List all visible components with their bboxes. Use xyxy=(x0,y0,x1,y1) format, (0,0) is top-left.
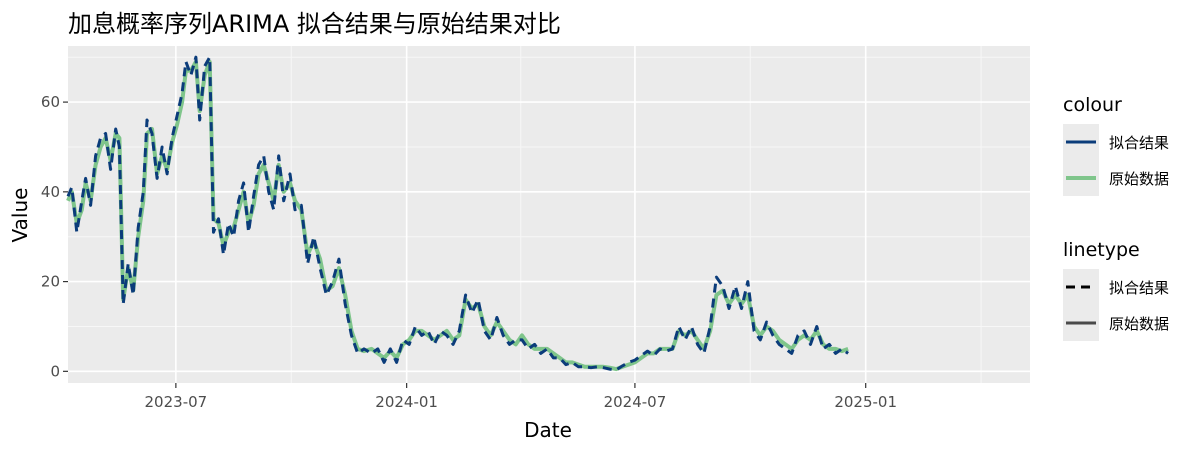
legend-label-raw-linetype: 原始数据 xyxy=(1109,315,1169,333)
y-tick-label: 20 xyxy=(41,273,60,291)
axis-ticks xyxy=(63,101,867,388)
x-tick-label: 2024-07 xyxy=(604,393,667,411)
x-tick-label: 2024-01 xyxy=(375,393,438,411)
y-tick-labels: 0 20 40 60 xyxy=(41,93,60,380)
legend-label-raw-colour: 原始数据 xyxy=(1109,170,1169,188)
y-tick-label: 60 xyxy=(41,93,60,111)
y-tick-label: 0 xyxy=(50,362,60,380)
grid-major xyxy=(68,46,1030,383)
series-layer xyxy=(66,55,849,372)
fitted-series-line xyxy=(66,55,849,372)
chart-title: 加息概率序列ARIMA 拟合结果与原始结果对比 xyxy=(68,10,561,38)
x-axis-title: Date xyxy=(524,418,572,442)
x-tick-labels: 2023-07 2024-01 2024-07 2025-01 xyxy=(145,393,898,411)
legend-label-fit-colour: 拟合结果 xyxy=(1109,134,1169,152)
x-tick-label: 2025-01 xyxy=(834,393,897,411)
legend-label-fit-linetype: 拟合结果 xyxy=(1109,279,1169,297)
x-tick-label: 2023-07 xyxy=(145,393,208,411)
y-axis-title: Value xyxy=(8,188,32,243)
y-tick-label: 40 xyxy=(41,183,60,201)
legend-colour-title: colour xyxy=(1063,94,1122,116)
legend: colour 拟合结果 原始数据 linetype 拟合结果 原始数据 xyxy=(1063,94,1169,341)
legend-linetype-title: linetype xyxy=(1063,239,1140,261)
